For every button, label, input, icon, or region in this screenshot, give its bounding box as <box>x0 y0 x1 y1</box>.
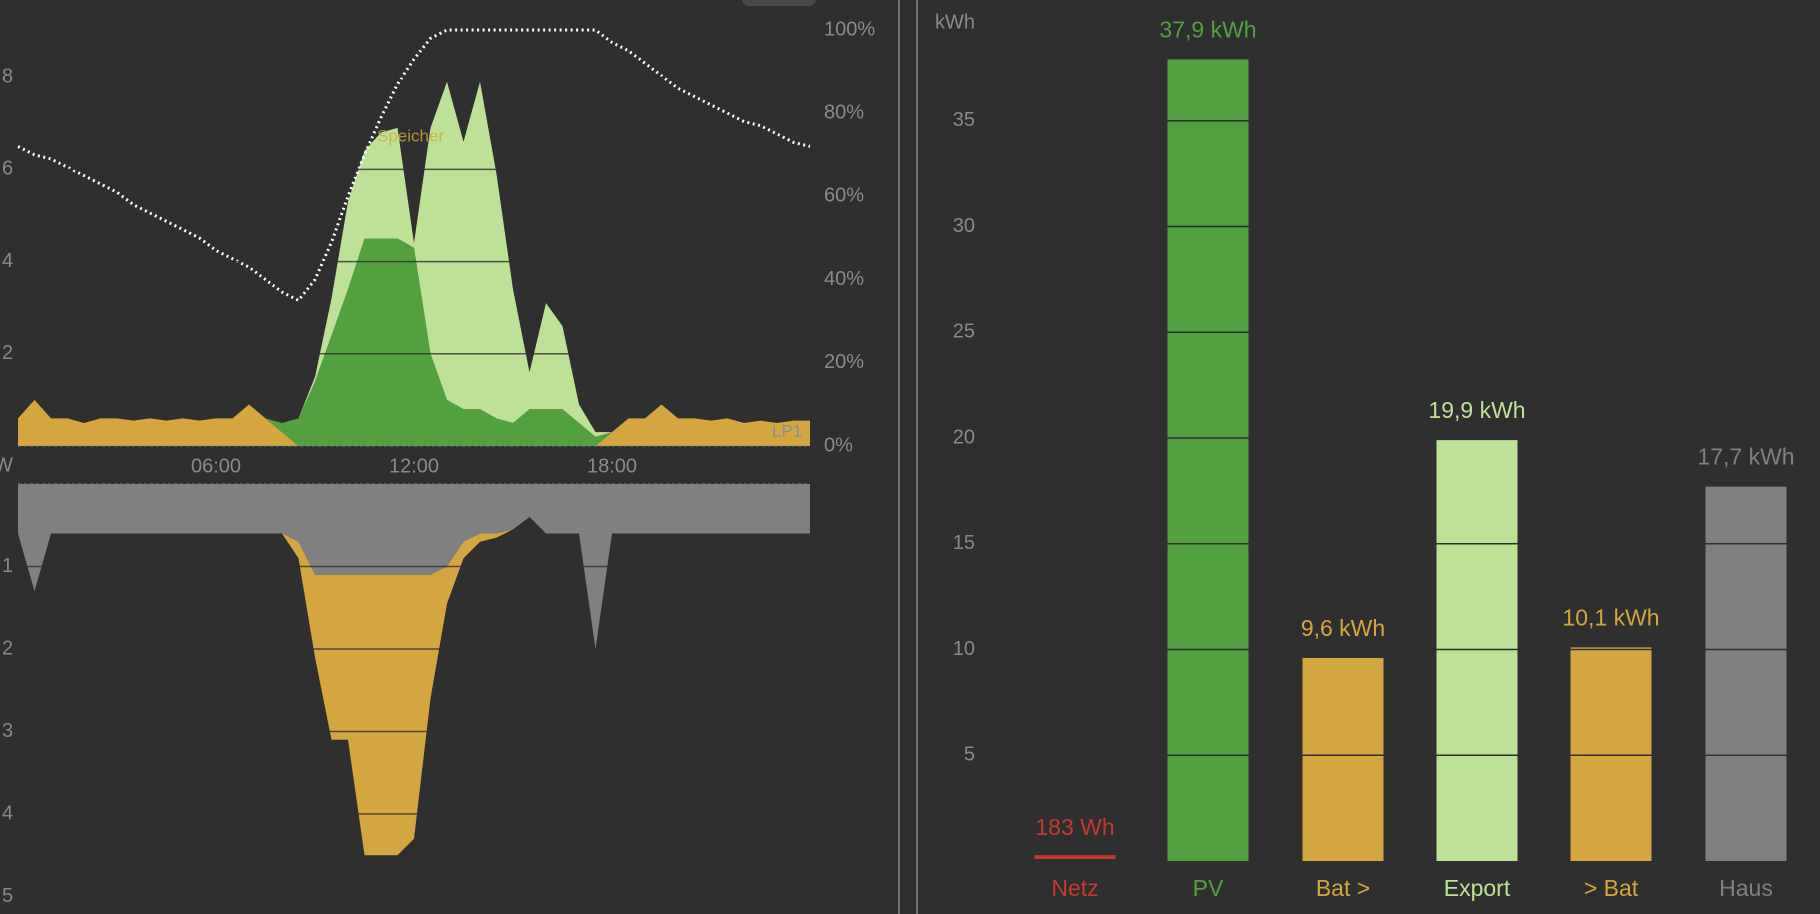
y-tick-label: 5 <box>964 744 975 766</box>
x-tick-label: Bat > <box>1316 875 1370 901</box>
y2-tick-label: 40% <box>824 268 864 290</box>
value-label: 9,6 kWh <box>1301 615 1385 641</box>
menu-button[interactable] <box>742 0 816 6</box>
y-tick-label: 8 <box>2 65 13 87</box>
bar <box>1570 647 1652 861</box>
x-tick-label: Netz <box>1051 875 1098 901</box>
value-label: 183 Wh <box>1035 814 1114 840</box>
y-axis-label: W <box>0 454 13 476</box>
y-tick-label: 2 <box>2 342 13 364</box>
y-tick-label: 35 <box>953 109 975 131</box>
y-tick-label: 4 <box>2 250 13 272</box>
y2-tick-label: 60% <box>824 185 864 207</box>
x-tick-label: Export <box>1444 875 1511 901</box>
y-tick-label: 15 <box>953 532 975 554</box>
y-tick-label: 6 <box>2 158 13 180</box>
y-tick-label: 20 <box>953 426 975 448</box>
bar <box>1167 59 1249 862</box>
x-tick-label: Haus <box>1719 875 1773 901</box>
y2-tick-label: 80% <box>824 101 864 123</box>
x-tick-label: 18:00 <box>587 455 637 477</box>
y2-tick-label: 20% <box>824 351 864 373</box>
y2-tick-label: 100% <box>824 18 875 40</box>
value-label: 17,7 kWh <box>1697 444 1794 470</box>
y-tick-label: 2 <box>2 637 13 659</box>
x-tick-label: PV <box>1193 875 1224 901</box>
value-label: 37,9 kWh <box>1159 16 1256 42</box>
value-label: 10,1 kWh <box>1562 604 1659 630</box>
x-tick-label: 12:00 <box>389 455 439 477</box>
annotation: Speicher <box>377 126 444 145</box>
bar <box>1302 657 1384 861</box>
y-tick-label: 5 <box>2 885 13 907</box>
soc-line <box>17 28 811 303</box>
y2-tick-label: 0% <box>824 434 853 456</box>
area <box>18 399 810 446</box>
value-label: 19,9 kWh <box>1428 397 1525 423</box>
x-tick-label: > Bat <box>1584 875 1639 901</box>
y-tick-label: 10 <box>953 638 975 660</box>
area <box>18 517 810 856</box>
y-tick-label: 25 <box>953 321 975 343</box>
bar <box>1034 855 1116 859</box>
x-tick-label: 06:00 <box>191 455 241 477</box>
area <box>18 238 810 446</box>
bar <box>1705 486 1787 861</box>
y-tick-label: 1 <box>2 555 13 577</box>
y-tick-label: 30 <box>953 215 975 237</box>
y-axis-label: kWh <box>935 11 975 33</box>
annotation: LP1 <box>772 421 802 440</box>
y-tick-label: 4 <box>2 802 13 824</box>
bar <box>1436 440 1518 861</box>
y-tick-label: 3 <box>2 720 13 742</box>
